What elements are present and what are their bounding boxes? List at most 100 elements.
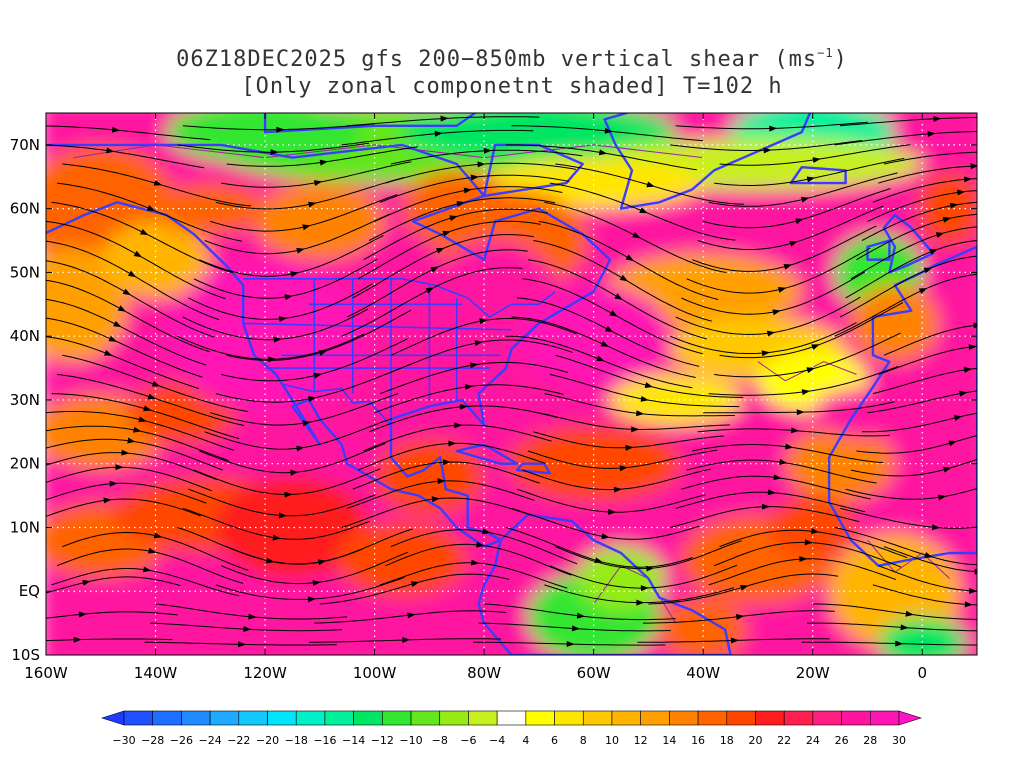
colorbar-label: −10 <box>399 734 422 747</box>
streamline-arrow <box>266 557 275 564</box>
colorbar-label: −14 <box>342 734 365 747</box>
border-path <box>243 322 512 331</box>
streamline-arrow <box>739 584 749 591</box>
colorbar-box <box>267 710 297 726</box>
lat-label: 20N <box>10 455 40 473</box>
streamline-arrow <box>631 426 640 433</box>
streamline-arrow <box>449 215 458 222</box>
colorbar-label: 12 <box>634 734 648 747</box>
colorbar-label: −24 <box>199 734 222 747</box>
streamline-arrow <box>640 395 649 402</box>
coastline-path <box>866 239 891 261</box>
colorbar-label: 6 <box>551 734 558 747</box>
streamlines <box>46 115 977 648</box>
streamline-arrow <box>953 415 963 421</box>
lon-label: 0 <box>917 664 927 682</box>
lat-label: 70N <box>10 136 40 154</box>
lat-label: 60N <box>10 200 40 218</box>
colorbar-box <box>554 710 584 726</box>
colorbar-box <box>611 710 641 726</box>
streamline-arrow <box>761 503 770 510</box>
streamline-arrow <box>957 189 966 196</box>
streamline-arrow <box>109 480 118 487</box>
streamline-arrow <box>614 293 623 300</box>
colorbar-labels: −30 −28 −26 −24 −22 −20 −18 −16 −14 −12 −10 −8 −6 −4 4… <box>112 734 906 747</box>
lat-label: 50N <box>10 263 40 281</box>
streamline <box>883 151 977 165</box>
colorbar-box <box>812 710 842 726</box>
streamline-arrow <box>238 641 247 648</box>
streamline-arrow <box>900 624 909 631</box>
streamline-arrow <box>963 366 973 373</box>
streamline-arrow <box>319 159 329 166</box>
colorbar-box <box>410 710 441 726</box>
latitude-labels: 70N 60N 50N 40N 30N 20N 10N EQ 10S <box>10 136 40 664</box>
colorbar-label: −8 <box>432 734 448 747</box>
streamline-arrow <box>783 263 793 270</box>
streamline-arrow <box>801 389 811 396</box>
streamline-arrow <box>636 410 645 417</box>
shading-blob <box>374 438 485 515</box>
streamline-arrow <box>811 528 820 535</box>
streamline-arrow <box>407 612 416 619</box>
colorbar-label: 4 <box>522 734 529 747</box>
streamline-arrow <box>948 440 957 447</box>
streamline-arrow <box>308 201 317 208</box>
map-title-line-1: 06Z18DEC2025 gfs 200−850mb vertical shea… <box>176 46 848 72</box>
streamline-arrow <box>639 207 648 214</box>
streamline-arrow <box>139 228 149 236</box>
colorbar-label: −4 <box>489 734 505 747</box>
streamline-arrow <box>785 443 794 450</box>
streamline-arrow <box>598 149 608 156</box>
streamline-arrow <box>619 274 629 282</box>
streamline-arrow <box>133 250 143 258</box>
shading-blob <box>516 285 671 388</box>
streamline-arrow <box>806 176 816 183</box>
streamline-arrow <box>73 636 82 643</box>
streamline-arrow <box>937 494 947 501</box>
streamline-arrow <box>312 580 321 587</box>
shading-blob <box>506 425 682 502</box>
lon-label: 120W <box>243 664 287 682</box>
lat-label: 10N <box>10 518 40 536</box>
streamline-arrow <box>935 232 945 238</box>
streamline-arrow <box>470 174 479 181</box>
streamline-arrow <box>600 340 610 347</box>
streamline-arrow <box>646 181 655 188</box>
coastline-path <box>515 462 551 475</box>
colorbar-box <box>209 710 240 726</box>
colorbar-box <box>726 710 756 726</box>
coastline-path <box>46 143 612 548</box>
shading-blob <box>100 221 211 298</box>
streamline-arrow <box>108 335 118 342</box>
shading-blob <box>215 476 370 579</box>
streamline-arrow <box>777 287 787 293</box>
streamline-arrow <box>307 596 317 603</box>
streamline-arrow <box>933 115 942 122</box>
map-frame <box>45 112 978 656</box>
streamline-arrow <box>625 254 635 261</box>
colorbar <box>101 710 922 726</box>
colorbar-label: 28 <box>863 734 877 747</box>
colorbar-label: −18 <box>285 734 308 747</box>
streamline <box>883 546 977 572</box>
streamline-arrow <box>483 147 492 154</box>
streamline-arrow <box>273 336 282 343</box>
streamline-arrow <box>804 539 813 546</box>
streamline-arrow <box>973 322 977 329</box>
streamline-arrow <box>471 559 480 566</box>
streamline-arrow <box>307 396 317 403</box>
map-title-line-2: [Only zonal componetnt shaded] T=102 h <box>241 74 783 99</box>
streamline-arrow <box>454 422 463 429</box>
shading-blob <box>254 183 386 260</box>
colorbar-box <box>496 710 527 726</box>
streamline-arrow <box>959 390 968 397</box>
streamline-arrow <box>434 130 443 137</box>
lon-label: 20W <box>796 664 830 682</box>
streamline-arrow <box>929 249 938 255</box>
colorbar-end-right <box>898 710 922 726</box>
streamline-arrow <box>431 496 440 503</box>
lat-label: 40N <box>10 327 40 345</box>
colorbar-box <box>869 710 900 726</box>
streamline-arrow <box>284 294 293 301</box>
